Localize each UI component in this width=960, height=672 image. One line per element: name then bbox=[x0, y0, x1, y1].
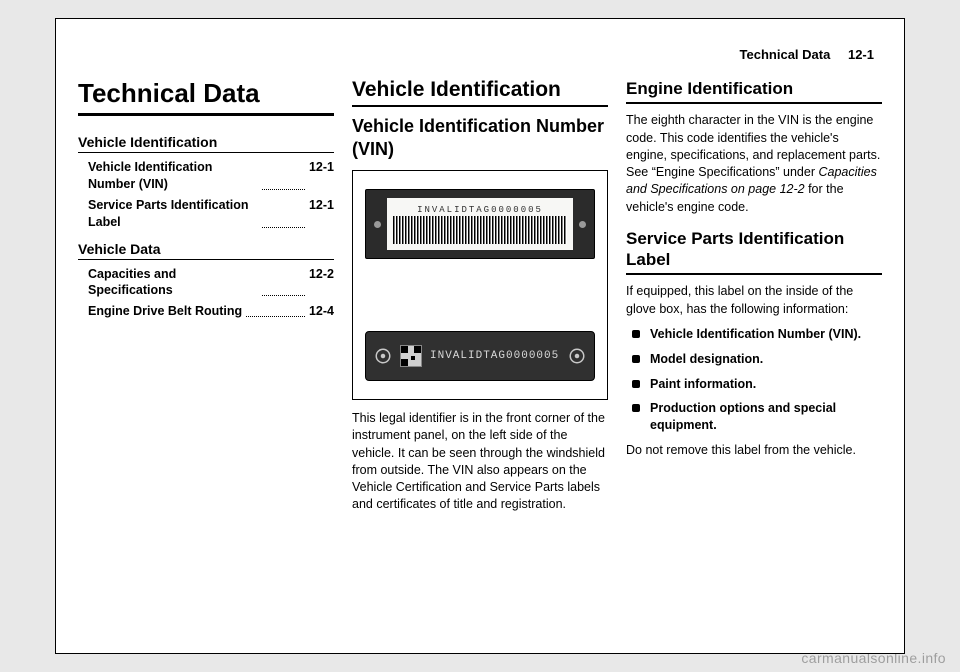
toc-item: Service Parts Identification Label 12-1 bbox=[78, 197, 334, 231]
toc-page: 12-1 bbox=[309, 197, 334, 231]
toc-leader-dots bbox=[262, 266, 305, 297]
page-header: Technical Data 12-1 bbox=[78, 47, 882, 62]
rivet-icon bbox=[374, 221, 381, 228]
toc-leader-dots bbox=[262, 159, 305, 190]
column-3: Engine Identification The eighth charact… bbox=[626, 78, 882, 522]
vin-text: INVALIDTAG0000005 bbox=[417, 205, 543, 215]
toc-leader-dots bbox=[262, 197, 305, 228]
toc-page: 12-2 bbox=[309, 266, 334, 300]
list-item: Production options and special equipment… bbox=[632, 400, 882, 434]
body-paragraph: The eighth character in the VIN is the e… bbox=[626, 112, 882, 216]
subsection-heading: Engine Identification bbox=[626, 78, 882, 104]
toc-leader-dots bbox=[246, 303, 305, 317]
toc-section-heading: Vehicle Data bbox=[78, 241, 334, 260]
subsection-heading: Vehicle Identification Number (VIN) bbox=[352, 115, 608, 160]
body-paragraph: This legal identifier is in the front co… bbox=[352, 410, 608, 514]
vin-plate-bottom: INVALIDTAG0000005 bbox=[365, 331, 595, 381]
toc-section-heading: Vehicle Identification bbox=[78, 134, 334, 153]
section-heading: Vehicle Identification bbox=[352, 78, 608, 107]
toc-label: Capacities and Specifications bbox=[78, 266, 258, 300]
manual-page: Technical Data 12-1 Technical Data Vehic… bbox=[55, 18, 905, 654]
vin-text: INVALIDTAG0000005 bbox=[430, 350, 560, 362]
qr-icon bbox=[400, 345, 422, 367]
toc-page: 12-1 bbox=[309, 159, 334, 193]
gear-icon bbox=[568, 347, 586, 365]
header-page-number: 12-1 bbox=[848, 47, 874, 62]
columns: Technical Data Vehicle Identification Ve… bbox=[78, 78, 882, 522]
list-item: Model designation. bbox=[632, 351, 882, 368]
bullet-list: Vehicle Identification Number (VIN). Mod… bbox=[626, 326, 882, 434]
chapter-title: Technical Data bbox=[78, 78, 334, 116]
toc-item: Capacities and Specifications 12-2 bbox=[78, 266, 334, 300]
toc-item: Engine Drive Belt Routing 12-4 bbox=[78, 303, 334, 320]
toc-page: 12-4 bbox=[309, 303, 334, 320]
header-title: Technical Data bbox=[740, 47, 831, 62]
body-paragraph: Do not remove this label from the vehicl… bbox=[626, 442, 882, 459]
toc-label: Vehicle Identification Number (VIN) bbox=[78, 159, 258, 193]
barcode-icon bbox=[393, 216, 568, 244]
subsection-heading: Service Parts Identification Label bbox=[626, 228, 882, 276]
vin-plate-inner: INVALIDTAG0000005 bbox=[387, 198, 573, 250]
vin-illustration: INVALIDTAG0000005 INVALIDTAG0000005 bbox=[352, 170, 608, 400]
list-item: Paint information. bbox=[632, 376, 882, 393]
toc-item: Vehicle Identification Number (VIN) 12-1 bbox=[78, 159, 334, 193]
vin-plate-top: INVALIDTAG0000005 bbox=[365, 189, 595, 259]
gear-icon bbox=[374, 347, 392, 365]
body-paragraph: If equipped, this label on the inside of… bbox=[626, 283, 882, 318]
toc-label: Engine Drive Belt Routing bbox=[78, 303, 242, 320]
list-item: Vehicle Identification Number (VIN). bbox=[632, 326, 882, 343]
rivet-icon bbox=[579, 221, 586, 228]
column-2: Vehicle Identification Vehicle Identific… bbox=[352, 78, 608, 522]
toc-label: Service Parts Identification Label bbox=[78, 197, 258, 231]
watermark: carmanualsonline.info bbox=[801, 650, 946, 666]
column-1: Technical Data Vehicle Identification Ve… bbox=[78, 78, 334, 522]
